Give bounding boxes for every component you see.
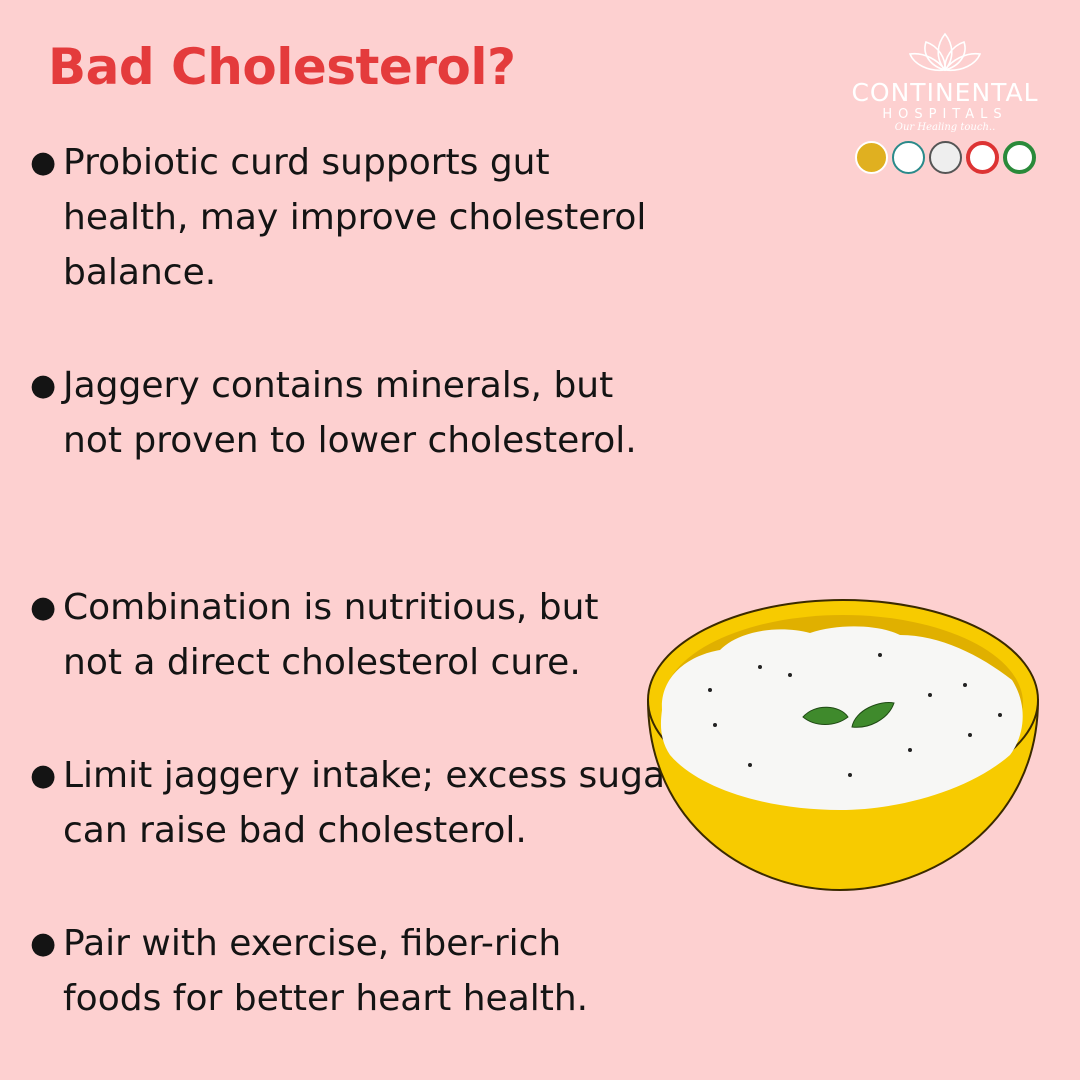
jci-badge-icon <box>854 141 888 174</box>
lotus-icon <box>908 32 982 72</box>
bullet-icon: ● <box>30 145 57 180</box>
bullet-icon: ● <box>30 368 57 403</box>
item-text: Jaggery contains minerals, but not prove… <box>63 365 637 461</box>
bullet-icon: ● <box>30 926 57 961</box>
page-title: Bad Cholesterol? <box>48 38 516 96</box>
list-item: ● Jaggery contains minerals, but not prov… <box>30 358 660 468</box>
item-text: Pair with exercise, fiber-rich foods for… <box>63 923 589 1019</box>
item-text: Probiotic curd supports gut health, may … <box>63 142 647 293</box>
qai-badge-icon <box>891 141 925 174</box>
hospital-logo: CONTINENTAL HOSPITALS Our Healing touch.… <box>830 30 1060 174</box>
bullet-icon: ● <box>30 758 57 793</box>
logo-sub: HOSPITALS <box>882 107 1008 122</box>
list-item: ● Probiotic curd supports gut health, may… <box>30 135 680 300</box>
list-item: ● Pair with exercise, fiber-rich foods fo… <box>30 916 650 1026</box>
list-item: ● Combination is nutritious, but not a di… <box>30 580 650 690</box>
bullet-icon: ● <box>30 590 57 625</box>
curd-bowl-illustration <box>646 599 1040 892</box>
accreditation-badges <box>830 141 1060 174</box>
list-item: ● Limit jaggery intake; excess sugar can … <box>30 748 680 858</box>
logo-name: CONTINENTAL <box>851 78 1039 107</box>
nabl-badge-icon <box>928 141 962 174</box>
logo-tagline: Our Healing touch.. <box>894 122 996 133</box>
nabh-badge-icon <box>965 141 999 174</box>
item-text: Limit jaggery intake; excess sugar can r… <box>63 755 680 851</box>
nabh-badge-icon <box>1002 141 1036 174</box>
item-text: Combination is nutritious, but not a dir… <box>63 587 599 683</box>
curry-leaf-icon <box>802 701 895 728</box>
